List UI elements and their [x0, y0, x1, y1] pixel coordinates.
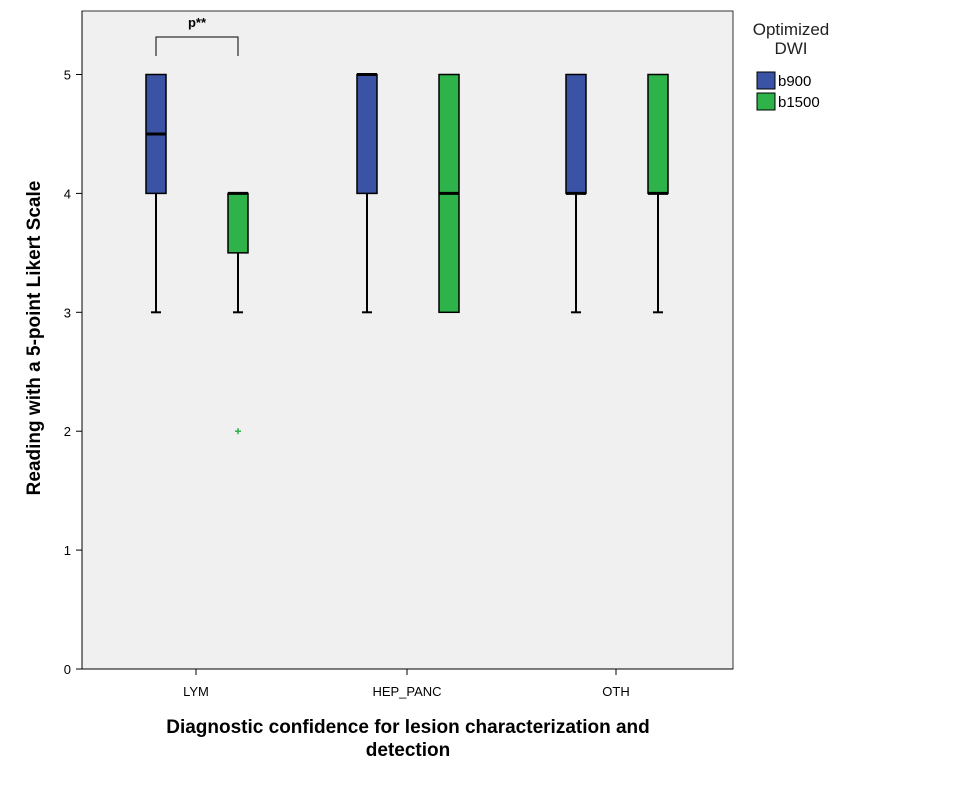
- legend-title-line-1: Optimized: [753, 20, 830, 39]
- legend-label-b900: b900: [778, 73, 811, 90]
- y-tick-label: 2: [64, 424, 71, 439]
- x-tick-label: OTH: [602, 684, 629, 699]
- box-oth-b1500: [647, 73, 669, 314]
- box-iqr: [356, 73, 378, 195]
- x-tick-label: HEP_PANC: [372, 684, 441, 699]
- x-axis-title-line-2: detection: [366, 740, 450, 761]
- box-iqr: [227, 192, 249, 254]
- box-hep_panc-b1500: [438, 73, 460, 314]
- x-tick-label: LYM: [183, 684, 209, 699]
- box-lym-b1500: [227, 191, 249, 435]
- plot-area: [81, 10, 734, 670]
- y-tick-label: 4: [64, 186, 71, 201]
- y-tick-label: 1: [64, 543, 71, 558]
- legend-swatch-b1500: [756, 92, 776, 111]
- y-axis-title: Reading with a 5-point Likert Scale: [24, 181, 45, 496]
- x-axis-title-line-1: Diagnostic confidence for lesion charact…: [166, 717, 650, 738]
- box-oth-b900: [565, 73, 587, 314]
- significance-label: p**: [188, 15, 207, 30]
- y-axis: 0 1 2 3 4 5: [64, 11, 83, 677]
- x-axis: LYM HEP_PANC OTH: [82, 668, 733, 699]
- box-iqr: [565, 73, 587, 195]
- significance-bracket: [155, 36, 239, 56]
- box-lym-b900: [145, 73, 167, 314]
- y-tick-label: 0: [64, 662, 71, 677]
- legend-label-b1500: b1500: [778, 94, 820, 111]
- annotations: p**: [155, 15, 239, 56]
- box-iqr: [647, 73, 669, 195]
- box-hep_panc-b900: [356, 73, 378, 314]
- y-tick-label: 5: [64, 68, 71, 83]
- legend: Optimized DWI b900 b1500: [753, 20, 830, 111]
- boxes: [145, 73, 669, 435]
- y-tick-label: 3: [64, 305, 71, 320]
- legend-swatch-b900: [756, 71, 776, 90]
- legend-title-line-2: DWI: [774, 39, 807, 58]
